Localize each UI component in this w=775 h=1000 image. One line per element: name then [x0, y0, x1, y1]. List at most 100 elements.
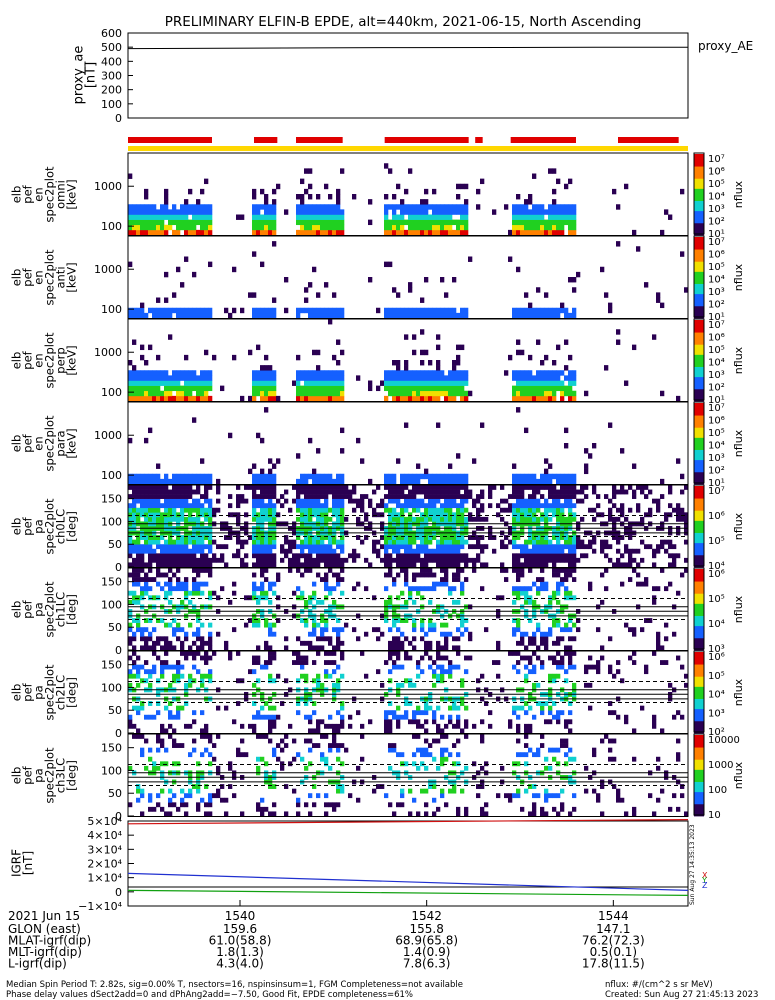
spectrogram-cell: [452, 209, 457, 215]
spectrogram-cell: [564, 214, 569, 220]
spectrogram-cell: [308, 553, 313, 559]
spectrogram-cell: [344, 516, 349, 522]
spectrogram-cell: [560, 478, 565, 485]
spectrogram-cell: [336, 485, 341, 490]
spectrogram-cell: [264, 548, 269, 554]
spectrogram-cell: [252, 224, 257, 231]
colorbar-tick-label: 10⁵: [708, 594, 725, 605]
spectrogram-cell: [140, 380, 145, 386]
spectrogram-cell: [160, 503, 165, 509]
spectrogram-cell: [260, 595, 265, 601]
spectrogram-cell: [548, 380, 553, 386]
spectrogram-cell: [328, 214, 333, 220]
spectrogram-cell: [284, 636, 289, 642]
spectrogram-cell: [208, 209, 213, 215]
spectrogram-cell: [136, 664, 141, 670]
spectrogram-cell: [144, 375, 149, 381]
spectrogram-cell: [332, 354, 337, 361]
spectrogram-cell: [268, 562, 273, 568]
spectrogram-cell: [384, 539, 389, 545]
spectrogram-cell: [544, 370, 549, 376]
spectrogram-cell: [324, 557, 329, 563]
spectrogram-cell: [436, 473, 441, 480]
colorbar-swatch: [694, 356, 704, 359]
spectrogram-cell: [340, 655, 345, 661]
colorbar-swatch: [694, 230, 704, 234]
spectrogram-cell: [132, 516, 137, 522]
spectrogram-cell: [184, 507, 189, 513]
spectrogram-cell: [188, 188, 193, 195]
spectrogram-cell: [416, 489, 421, 495]
spectrogram-cell: [472, 568, 477, 573]
spectrogram-cell: [332, 645, 337, 651]
spectrogram-cell: [196, 395, 201, 402]
spectrogram-cell: [340, 544, 345, 550]
spectrogram-cell: [264, 407, 269, 413]
spectrogram-cell: [164, 507, 169, 513]
spectrogram-cell: [168, 548, 173, 554]
spectrogram-cell: [512, 516, 517, 522]
spectrogram-cell: [480, 422, 485, 428]
spectrogram-cell: [164, 548, 169, 554]
spectrogram-cell: [204, 747, 209, 753]
spectrogram-cell: [672, 557, 677, 563]
spectrogram-cell: [172, 664, 177, 670]
spectrogram-cell: [632, 557, 637, 563]
spectrogram-cell: [588, 581, 593, 587]
spectrogram-cell: [148, 631, 153, 637]
spectrogram-cell: [568, 204, 573, 210]
spectrogram-cell: [516, 339, 521, 345]
spectrogram-cell: [444, 390, 449, 397]
spectrogram-cell: [436, 344, 441, 351]
spectrogram-cell: [480, 494, 485, 499]
spectrogram-cell: [144, 512, 149, 518]
spectrogram-cell: [208, 640, 213, 646]
spectrogram-cell: [564, 473, 569, 480]
spectrogram-cell: [144, 494, 149, 499]
spectrogram-cell: [528, 194, 533, 200]
colorbar-swatch: [694, 694, 704, 697]
spectrogram-cell: [436, 562, 441, 568]
spectrogram-cell: [256, 498, 261, 504]
spectrogram-cell: [528, 595, 533, 601]
spectrogram-tick-label: 50: [108, 704, 122, 717]
spectrogram-cell: [548, 224, 553, 231]
spectrogram-cell: [308, 375, 313, 381]
spectrogram-cell: [632, 627, 637, 633]
spectrogram-cell: [448, 463, 453, 469]
spectrogram-cell: [532, 214, 537, 220]
spectrogram-cell: [544, 312, 549, 319]
spectrogram-cell: [268, 784, 273, 789]
spectrogram-cell: [516, 660, 521, 665]
spectrogram-cell: [160, 664, 165, 670]
spectrogram-cell: [160, 395, 165, 402]
spectrogram-cell: [336, 360, 341, 366]
spectrogram-cell: [160, 478, 165, 485]
spectrogram-cell: [560, 544, 565, 550]
spectrogram-cell: [452, 375, 457, 381]
spectrogram-cell: [556, 557, 561, 563]
spectrogram-cell: [460, 516, 465, 522]
spectrogram-cell: [424, 728, 429, 734]
spectrogram-cell: [144, 535, 149, 540]
spectrogram-cell: [656, 507, 661, 513]
spectrogram-cell: [400, 664, 405, 670]
spectrogram-cell: [128, 494, 133, 499]
spectrogram-cell: [340, 535, 345, 540]
spectrogram-cell: [416, 375, 421, 381]
spectrogram-cell: [300, 553, 305, 559]
spectrogram-cell: [456, 224, 461, 231]
spectrogram-cell: [460, 581, 465, 587]
spectrogram-cell: [300, 199, 305, 205]
spectrogram-cell: [508, 723, 513, 729]
spectrogram-cell: [272, 473, 277, 480]
spectrogram-cell: [152, 473, 157, 480]
spectrogram-cell: [236, 516, 241, 522]
spectrogram-cell: [304, 701, 309, 706]
spectrogram-cell: [148, 516, 153, 522]
spectrogram-cell: [412, 229, 417, 236]
spectrogram-cell: [204, 485, 209, 490]
spectrogram-cell: [160, 557, 165, 563]
spectrogram-cell: [528, 562, 533, 568]
